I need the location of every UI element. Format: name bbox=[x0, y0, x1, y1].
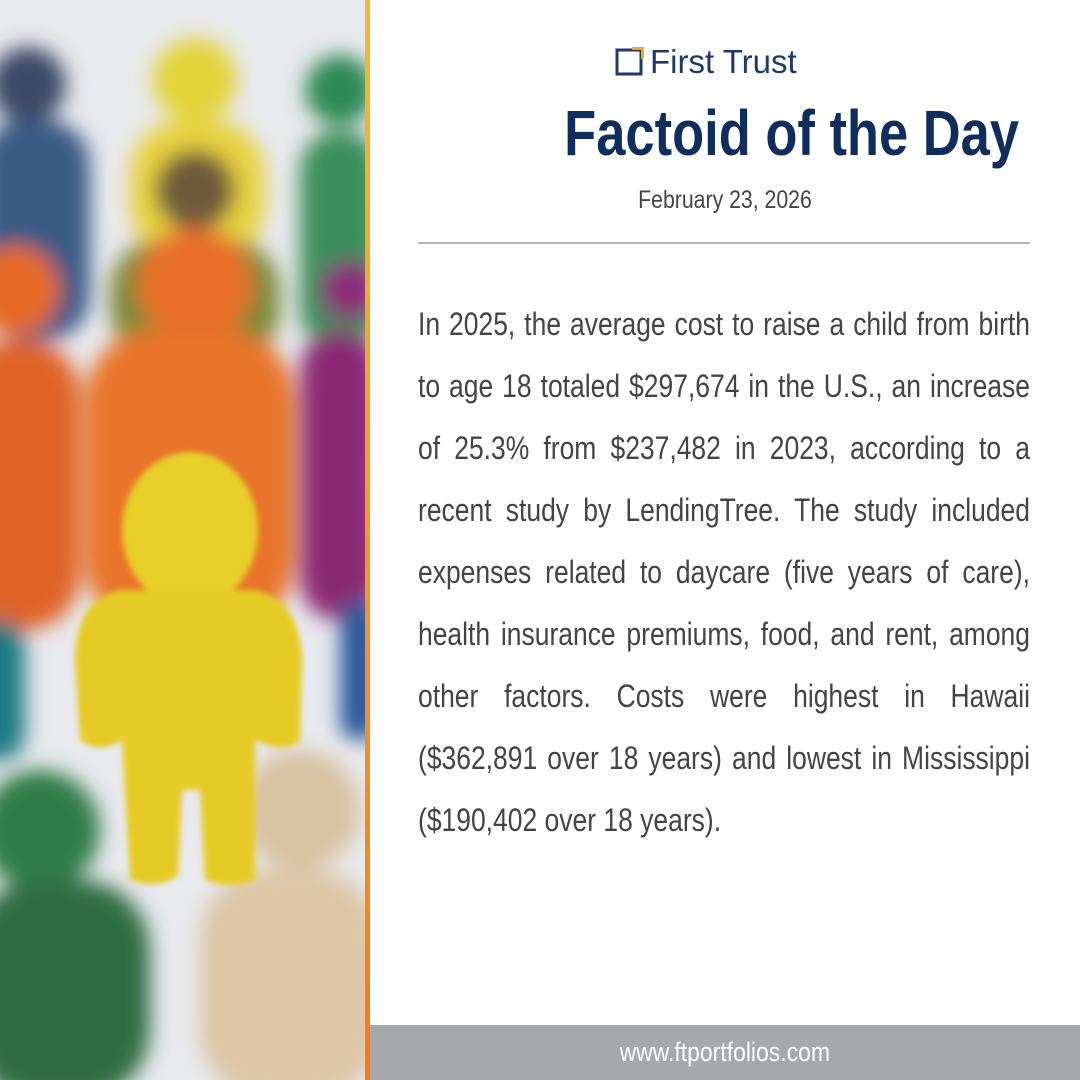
photo bbox=[0, 0, 366, 1080]
title: Factoid of the Day bbox=[564, 97, 1020, 169]
footer-url[interactable]: www.ftportfolios.com bbox=[619, 1037, 831, 1067]
footer: www.ftportfolios.com bbox=[370, 1025, 1080, 1080]
divider bbox=[418, 242, 1030, 244]
accent-stripe bbox=[365, 0, 370, 1080]
logo-text: First Trust bbox=[650, 43, 797, 80]
logo: First Trust bbox=[614, 42, 797, 82]
date: February 23, 2026 bbox=[638, 186, 812, 214]
logo-icon bbox=[615, 47, 644, 76]
body-text: In 2025, the average cost to raise a chi… bbox=[418, 306, 1030, 838]
